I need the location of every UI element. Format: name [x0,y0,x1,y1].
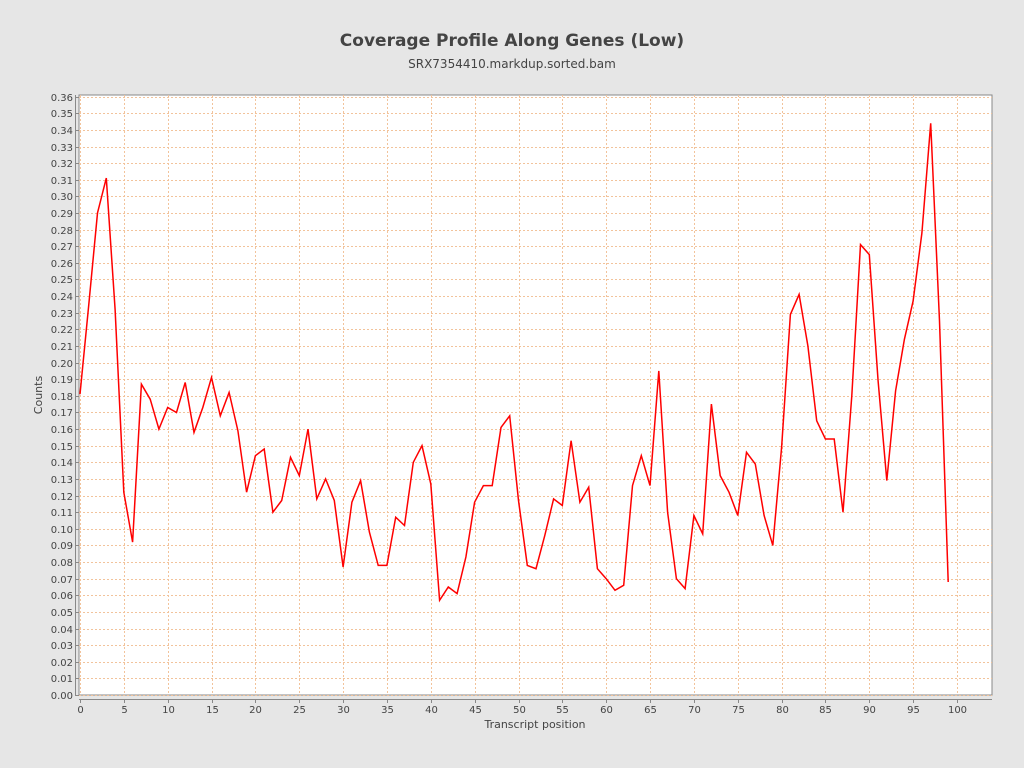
y-tick-label: 0.13 [51,475,73,486]
x-tick-label: 0 [77,705,83,716]
chart-title: Coverage Profile Along Genes (Low) [339,31,685,51]
y-tick-label: 0.04 [51,625,73,636]
x-tick-label: 30 [337,705,350,716]
y-tick-label: 0.08 [51,558,73,569]
y-tick-label: 0.10 [51,525,73,536]
y-tick-label: 0.32 [51,159,73,170]
y-tick-label: 0.05 [51,608,73,619]
y-tick-label: 0.34 [51,126,73,137]
y-tick-label: 0.27 [51,242,73,253]
y-tick-label: 0.12 [51,492,73,503]
x-tick-label: 100 [948,705,967,716]
x-tick-label: 40 [425,705,438,716]
x-tick-label: 35 [381,705,394,716]
y-tick-label: 0.33 [51,143,73,154]
x-tick-label: 10 [162,705,175,716]
y-axis-label: Counts [32,376,45,415]
y-tick-label: 0.31 [51,176,73,187]
y-tick-label: 0.30 [51,192,73,203]
x-tick-label: 15 [206,705,219,716]
x-tick-label: 65 [644,705,657,716]
y-tick-label: 0.16 [51,425,73,436]
y-tick-label: 0.21 [51,342,73,353]
x-tick-label: 25 [293,705,306,716]
y-tick-label: 0.20 [51,359,73,370]
y-tick-label: 0.28 [51,226,73,237]
y-tick-label: 0.23 [51,309,73,320]
series-line [79,123,949,603]
y-tick-label: 0.01 [51,674,73,685]
y-tick-label: 0.02 [51,658,73,669]
y-tick-label: 0.22 [51,325,73,336]
y-tick-label: 0.18 [51,392,73,403]
y-tick-label: 0.03 [51,641,73,652]
x-tick-label: 20 [249,705,262,716]
y-tick-label: 0.24 [51,292,73,303]
x-tick-label: 90 [863,705,876,716]
grid [78,94,993,696]
y-tick-label: 0.00 [51,691,73,702]
y-tick-label: 0.14 [51,458,73,469]
x-tick-label: 70 [688,705,701,716]
y-tick-label: 0.07 [51,575,73,586]
x-tick-label: 60 [600,705,613,716]
y-tick-label: 0.25 [51,275,73,286]
y-tick-label: 0.17 [51,408,73,419]
x-tick-label: 45 [469,705,482,716]
y-tick-label: 0.36 [51,93,73,104]
x-axis-label: Transcript position [483,718,585,731]
y-tick-label: 0.29 [51,209,73,220]
y-tick-label: 0.19 [51,375,73,386]
x-tick-label: 50 [513,705,526,716]
x-tick-label: 85 [819,705,832,716]
x-tick-label: 55 [556,705,569,716]
chart-subtitle: SRX7354410.markdup.sorted.bam [408,57,616,71]
x-tick-label: 80 [776,705,789,716]
x-axis: 0 5 10 15 20 25 30 35 40 45 50 55 60 65 70 75 80 85 90 95 10… [77,699,992,716]
y-tick-label: 0.09 [51,541,73,552]
y-axis: 0.00 0.01 0.02 0.03 0.04 0.05 0.06 0.07 0.08 0.09… [51,93,79,702]
y-tick-label: 0.06 [51,591,73,602]
x-tick-label: 95 [907,705,920,716]
y-tick-label: 0.26 [51,259,73,270]
y-tick-label: 0.11 [51,508,73,519]
x-tick-label: 75 [732,705,745,716]
y-tick-label: 0.15 [51,442,73,453]
series [79,123,949,603]
y-tick-label: 0.35 [51,109,73,120]
x-tick-label: 5 [121,705,127,716]
